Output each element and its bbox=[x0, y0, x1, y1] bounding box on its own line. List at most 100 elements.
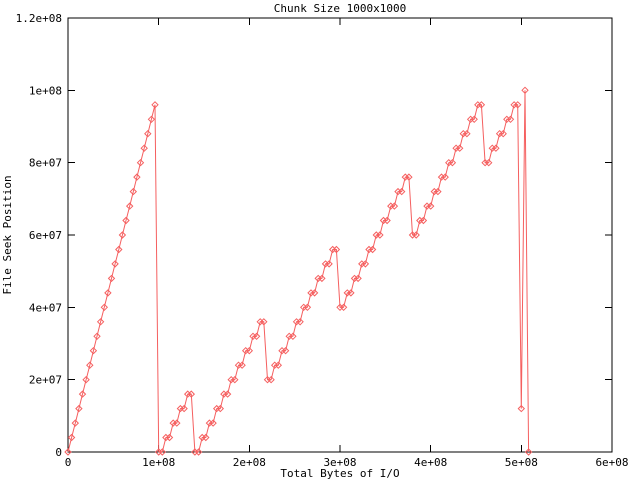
data-point-marker bbox=[299, 303, 308, 312]
data-point-marker bbox=[249, 332, 257, 341]
data-point-marker bbox=[499, 129, 507, 138]
data-point-marker bbox=[82, 375, 90, 384]
tick-layer: 0 1e+08 2e+08 3e+08 4e+08 5e+08 6e+08 0 2e+07 4e+… bbox=[16, 12, 629, 469]
y-tick-label: 8e+07 bbox=[29, 157, 62, 170]
data-point-marker bbox=[260, 318, 268, 326]
data-point-marker bbox=[477, 101, 486, 109]
data-point-marker bbox=[154, 448, 163, 456]
data-point-marker bbox=[270, 361, 279, 369]
data-point-marker bbox=[205, 419, 214, 427]
data-point-marker bbox=[314, 274, 322, 283]
data-point-marker bbox=[372, 231, 381, 239]
data-point-marker bbox=[140, 144, 148, 152]
x-tick-label: 4e+08 bbox=[414, 456, 447, 469]
data-point-marker bbox=[191, 448, 199, 456]
data-point-marker bbox=[361, 260, 370, 268]
y-tick-label: 2e+07 bbox=[29, 374, 62, 387]
data-point-marker bbox=[401, 173, 410, 181]
data-point-marker bbox=[390, 202, 399, 210]
data-point-marker bbox=[78, 390, 87, 398]
data-point-marker bbox=[495, 129, 504, 138]
data-point-marker bbox=[169, 419, 177, 427]
data-point-marker bbox=[365, 245, 373, 254]
data-point-marker bbox=[252, 332, 261, 341]
data-point-marker bbox=[151, 101, 159, 109]
data-point-marker bbox=[474, 101, 482, 109]
data-point-marker bbox=[448, 158, 457, 167]
data-point-marker bbox=[336, 303, 344, 312]
chart-title: Chunk Size 1000x1000 bbox=[274, 2, 406, 15]
y-axis-title: File Seek Position bbox=[1, 175, 14, 294]
data-point-marker bbox=[71, 419, 80, 427]
data-point-marker bbox=[107, 274, 116, 283]
data-point-marker bbox=[524, 448, 533, 456]
data-point-marker bbox=[394, 187, 402, 196]
data-point-marker bbox=[488, 144, 497, 152]
data-point-marker bbox=[263, 375, 272, 384]
data-point-marker bbox=[227, 375, 235, 384]
data-point-marker bbox=[466, 115, 475, 124]
data-point-marker bbox=[147, 115, 156, 124]
y-tick-label: 1.2e+08 bbox=[16, 12, 62, 25]
data-point-marker bbox=[368, 245, 377, 254]
data-point-marker bbox=[209, 419, 217, 427]
data-point-marker bbox=[183, 390, 192, 398]
data-point-marker bbox=[350, 274, 359, 283]
data-point-marker bbox=[122, 216, 130, 225]
data-point-marker bbox=[216, 404, 225, 413]
data-point-marker bbox=[419, 216, 428, 225]
data-point-marker bbox=[281, 346, 290, 355]
data-point-marker bbox=[234, 361, 243, 369]
data-point-marker bbox=[180, 404, 188, 413]
data-point-marker bbox=[343, 289, 352, 297]
data-point-marker bbox=[325, 260, 333, 268]
data-point-marker bbox=[125, 202, 134, 210]
data-point-marker bbox=[408, 231, 417, 239]
x-tick-label: 2e+08 bbox=[233, 456, 266, 469]
data-point-marker bbox=[223, 390, 232, 398]
data-point-marker bbox=[463, 129, 471, 138]
data-point-marker bbox=[278, 346, 286, 355]
data-point-marker bbox=[455, 144, 464, 152]
data-point-marker bbox=[470, 115, 478, 124]
data-point-marker bbox=[133, 173, 141, 181]
data-point-marker bbox=[136, 158, 145, 167]
data-point-marker bbox=[274, 361, 283, 369]
data-point-marker bbox=[162, 433, 170, 442]
data-point-marker bbox=[75, 404, 83, 413]
data-point-marker bbox=[129, 187, 138, 196]
data-point-marker bbox=[256, 318, 264, 326]
x-tick-label: 6e+08 bbox=[595, 456, 628, 469]
data-point-marker bbox=[445, 158, 453, 167]
data-point-marker bbox=[513, 101, 522, 109]
data-point-marker bbox=[397, 187, 406, 196]
data-point-marker bbox=[332, 245, 341, 254]
data-point-marker bbox=[100, 303, 109, 312]
data-point-marker bbox=[426, 202, 435, 210]
data-point-marker bbox=[405, 173, 413, 181]
data-point-marker bbox=[383, 216, 391, 225]
data-point-marker bbox=[198, 433, 206, 442]
data-point-marker bbox=[285, 332, 293, 341]
data-point-marker bbox=[481, 158, 489, 167]
data-point-marker bbox=[430, 187, 439, 196]
data-point-marker bbox=[339, 303, 348, 312]
data-point-marker bbox=[96, 318, 105, 326]
data-point-marker bbox=[241, 346, 250, 355]
y-tick-label: 6e+07 bbox=[29, 229, 62, 242]
data-point-marker bbox=[423, 202, 431, 210]
data-point-marker bbox=[289, 332, 297, 341]
data-point-marker bbox=[86, 361, 94, 369]
data-point-marker bbox=[517, 404, 526, 413]
x-tick-label: 3e+08 bbox=[323, 456, 356, 469]
data-point-marker bbox=[67, 433, 76, 442]
data-point-marker bbox=[296, 318, 304, 326]
data-point-marker bbox=[441, 173, 449, 181]
data-point-marker bbox=[492, 144, 500, 152]
data-point-marker bbox=[245, 346, 254, 355]
data-point-marker bbox=[328, 245, 337, 254]
y-tick-label: 1e+08 bbox=[29, 84, 62, 97]
